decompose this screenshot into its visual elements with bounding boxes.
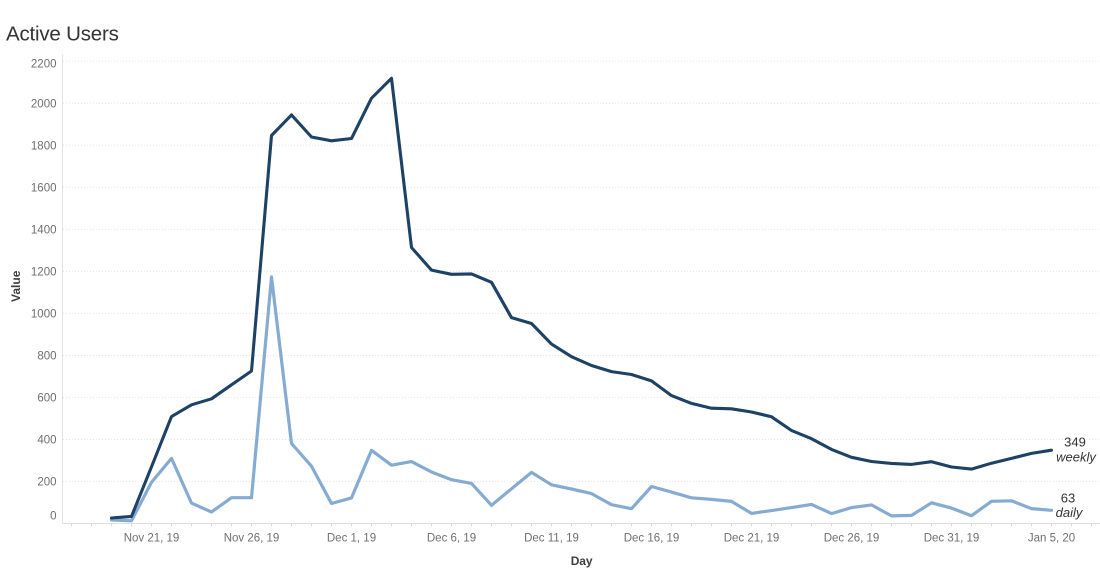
- svg-text:Dec 11, 19: Dec 11, 19: [524, 533, 579, 545]
- svg-text:daily: daily: [1056, 505, 1084, 520]
- svg-text:1200: 1200: [31, 266, 57, 278]
- svg-text:Dec 31, 19: Dec 31, 19: [924, 533, 980, 545]
- svg-text:1600: 1600: [31, 182, 57, 194]
- svg-text:Dec 26, 19: Dec 26, 19: [824, 533, 880, 545]
- svg-text:Dec 6, 19: Dec 6, 19: [427, 533, 476, 545]
- svg-text:200: 200: [37, 477, 56, 489]
- svg-text:2000: 2000: [31, 98, 57, 110]
- svg-text:Dec 16, 19: Dec 16, 19: [624, 533, 680, 545]
- svg-text:Jan 5, 20: Jan 5, 20: [1028, 533, 1075, 545]
- svg-text:63: 63: [1061, 491, 1075, 506]
- svg-text:600: 600: [37, 393, 56, 405]
- svg-text:800: 800: [37, 351, 56, 363]
- svg-text:0: 0: [50, 511, 56, 523]
- svg-text:Day: Day: [571, 554, 593, 568]
- svg-text:Nov 26, 19: Nov 26, 19: [224, 533, 280, 545]
- svg-text:Active Users: Active Users: [6, 23, 119, 46]
- svg-text:Nov 21, 19: Nov 21, 19: [124, 533, 180, 545]
- svg-text:349: 349: [1064, 435, 1086, 450]
- svg-text:1800: 1800: [31, 140, 57, 152]
- svg-text:400: 400: [37, 435, 56, 447]
- svg-text:1400: 1400: [31, 224, 57, 236]
- svg-text:1000: 1000: [31, 308, 57, 320]
- svg-text:Value: Value: [9, 270, 23, 302]
- svg-text:Dec 1, 19: Dec 1, 19: [327, 533, 376, 545]
- svg-text:weekly: weekly: [1056, 450, 1097, 465]
- svg-text:Dec 21, 19: Dec 21, 19: [724, 533, 780, 545]
- svg-text:2200: 2200: [31, 58, 57, 70]
